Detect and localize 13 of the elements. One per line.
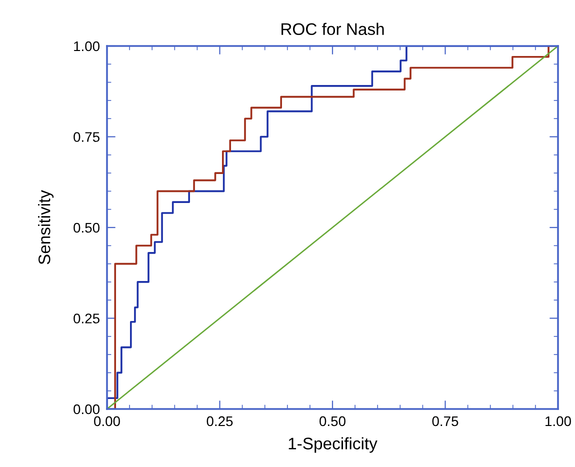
x-tick-label: 0.75 (432, 416, 458, 426)
x-tick-label: 0.25 (206, 416, 233, 426)
y-axis-title: Sensitivity (38, 190, 54, 264)
x-axis-title: 1-Specificity (288, 437, 378, 453)
y-tick-label: 0.00 (74, 404, 100, 414)
chart-title: ROC for Nash (282, 22, 384, 36)
y-tick-label: 0.50 (74, 222, 100, 233)
x-tick-label: 1.00 (546, 416, 571, 426)
y-tick-label: 0.25 (74, 314, 100, 324)
x-tick-label: 0.50 (320, 416, 346, 426)
y-tick-label: 0.75 (74, 132, 100, 142)
y-tick-label: 1.00 (74, 41, 100, 52)
x-tick-label: 0.00 (94, 416, 120, 426)
